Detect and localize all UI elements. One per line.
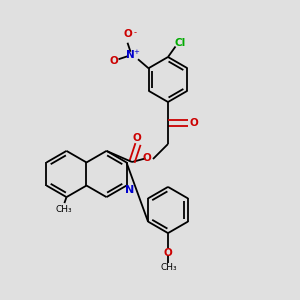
Text: N: N (126, 50, 135, 60)
Text: CH₃: CH₃ (160, 263, 177, 272)
Text: N: N (125, 185, 134, 195)
Text: CH₃: CH₃ (55, 205, 72, 214)
Text: O: O (164, 248, 172, 259)
Text: Cl: Cl (174, 38, 186, 49)
Text: O: O (189, 118, 198, 128)
Text: O: O (110, 56, 118, 66)
Text: O: O (123, 29, 132, 39)
Text: O: O (142, 153, 151, 163)
Text: +: + (134, 49, 140, 55)
Text: O: O (132, 133, 141, 143)
Text: -: - (134, 28, 136, 37)
